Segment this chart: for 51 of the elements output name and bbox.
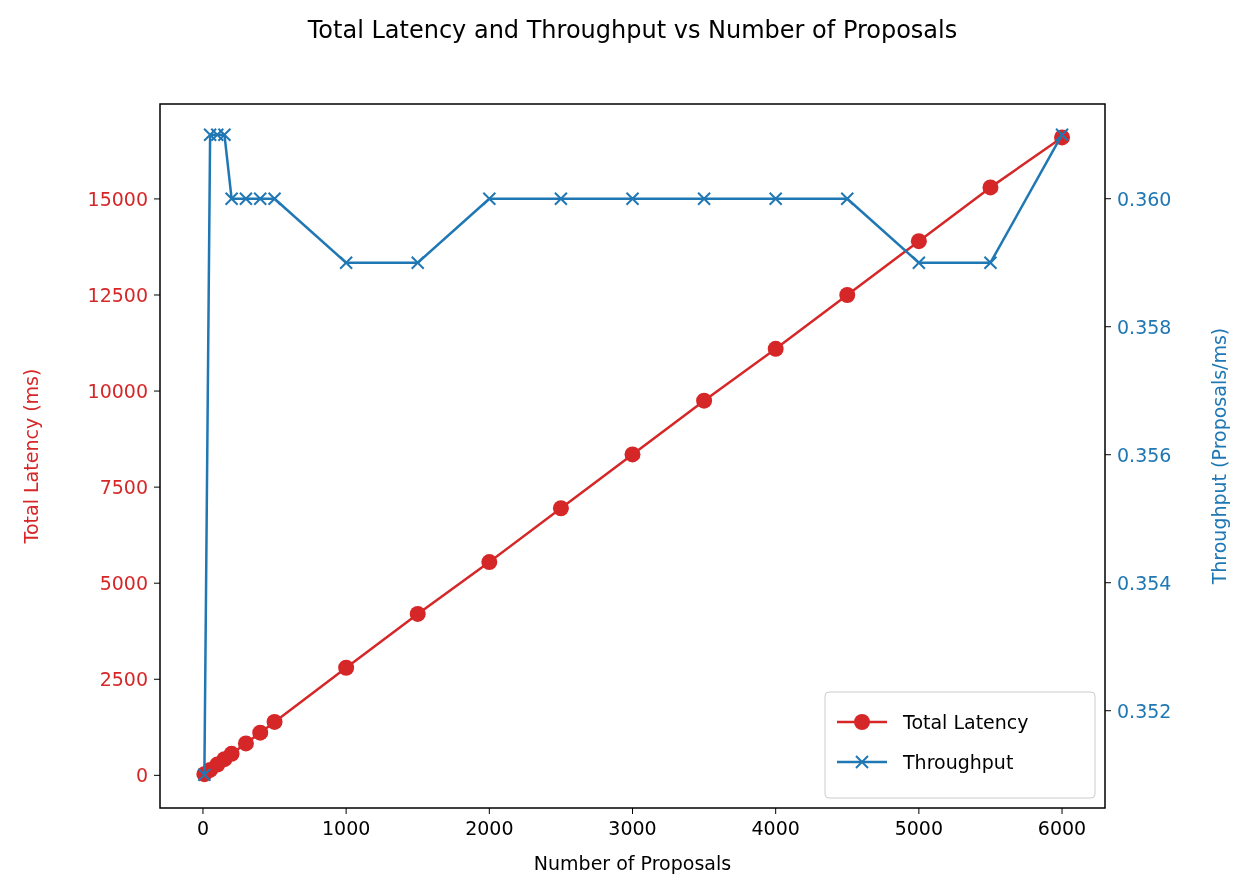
y-tick-label: 5000 — [99, 572, 148, 595]
y2-tick-label: 0.358 — [1117, 315, 1172, 338]
point — [624, 446, 641, 463]
point — [840, 191, 855, 206]
point — [482, 191, 497, 206]
y-axis-title: Total Latency (ms) — [20, 368, 42, 545]
point — [338, 659, 355, 676]
chart-title: Total Latency and Throughput vs Number of Proposals — [306, 16, 958, 44]
y-tick-label: 12500 — [87, 283, 148, 306]
y2-axis-title: Throughput (Proposals/ms) — [1208, 327, 1230, 586]
y-tick-label: 10000 — [87, 380, 148, 403]
point — [409, 605, 426, 622]
point — [697, 191, 712, 206]
y-tick-label: 2500 — [99, 668, 148, 691]
point — [696, 392, 713, 409]
x-tick-label: 6000 — [1037, 817, 1087, 839]
legend-label: Total Latency — [902, 711, 1029, 733]
x-tick-label: 1000 — [321, 817, 371, 839]
point — [767, 340, 784, 357]
point — [223, 745, 240, 762]
point — [552, 500, 569, 517]
x-tick-label: 5000 — [894, 817, 944, 839]
point — [1055, 127, 1070, 142]
y2-tick-label: 0.352 — [1117, 699, 1172, 722]
y-tick-label: 0 — [135, 764, 148, 787]
y2-tick-label: 0.356 — [1117, 443, 1172, 466]
y-tick-label: 7500 — [99, 476, 148, 499]
x-tick-label: 2000 — [465, 817, 514, 839]
point — [768, 191, 783, 206]
x-tick-label: 4000 — [751, 817, 800, 839]
point — [481, 554, 498, 571]
point — [237, 735, 254, 752]
point — [983, 255, 998, 270]
y2-tick-label: 0.354 — [1117, 571, 1172, 594]
y-tick-label: 15000 — [87, 187, 148, 210]
point — [982, 179, 999, 196]
point — [911, 255, 926, 270]
point — [339, 255, 354, 270]
x-tick-label: 0 — [196, 817, 209, 839]
point — [910, 233, 927, 250]
point — [210, 127, 225, 142]
point — [266, 713, 283, 730]
point — [410, 255, 425, 270]
point — [553, 191, 568, 206]
point — [252, 724, 269, 741]
y2-tick-label: 0.360 — [1117, 187, 1172, 210]
x-tick-label: 3000 — [608, 817, 657, 839]
point — [625, 191, 640, 206]
point — [839, 286, 856, 303]
legend-label: Throughput — [902, 751, 1014, 773]
x-axis-title: Number of Proposals — [533, 852, 732, 874]
